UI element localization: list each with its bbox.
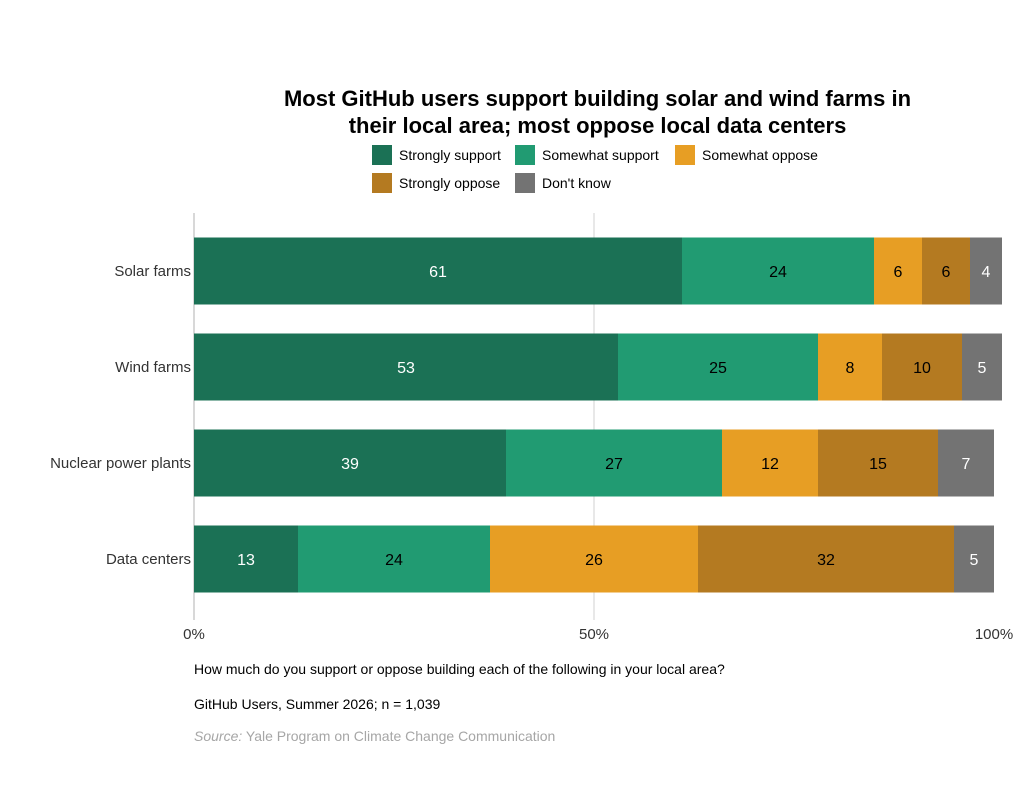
data-label-wind-farms-strongly-support: 53 xyxy=(397,360,415,377)
data-label-data-centers-somewhat-support: 24 xyxy=(385,552,403,569)
data-label-solar-farms-strongly-oppose: 6 xyxy=(942,264,951,281)
data-label-data-centers-don-t-know: 5 xyxy=(970,552,979,569)
bar-wind-farms-somewhat-support xyxy=(618,333,818,401)
data-label-wind-farms-somewhat-support: 25 xyxy=(709,360,727,377)
chart-title-line-2: their local area; most oppose local data… xyxy=(348,113,847,138)
bar-nuclear-power-plants-strongly-oppose xyxy=(818,429,938,497)
bar-data-centers-strongly-oppose xyxy=(698,525,954,593)
sample-note: GitHub Users, Summer 2026; n = 1,039 xyxy=(194,696,441,712)
bar-nuclear-power-plants-somewhat-oppose xyxy=(722,429,818,497)
y-tick-label-data-centers: Data centers xyxy=(106,551,191,568)
source-text: Yale Program on Climate Change Communica… xyxy=(245,728,556,744)
bar-nuclear-power-plants-don-t-know xyxy=(938,429,994,497)
bar-data-centers-somewhat-support xyxy=(298,525,490,593)
bar-wind-farms-don-t-know xyxy=(962,333,1002,401)
survey-question-note: How much do you support or oppose buildi… xyxy=(194,661,725,677)
bar-solar-farms-somewhat-support xyxy=(682,237,874,305)
data-label-nuclear-power-plants-strongly-oppose: 15 xyxy=(869,456,887,473)
y-tick-label-nuclear-power-plants: Nuclear power plants xyxy=(50,455,191,472)
source-label: Source: xyxy=(194,728,243,744)
bar-data-centers-strongly-support xyxy=(194,525,298,593)
bar-solar-farms-don-t-know xyxy=(970,237,1002,305)
data-label-solar-farms-somewhat-support: 24 xyxy=(769,264,787,281)
data-label-nuclear-power-plants-somewhat-support: 27 xyxy=(605,456,623,473)
data-label-solar-farms-don-t-know: 4 xyxy=(982,264,991,281)
source-note: Source: Yale Program on Climate Change C… xyxy=(194,728,555,744)
bar-data-centers-somewhat-oppose xyxy=(490,525,698,593)
bar-wind-farms-strongly-support xyxy=(194,333,618,401)
x-tick-label-0: 0% xyxy=(183,626,205,643)
data-label-data-centers-strongly-oppose: 32 xyxy=(817,552,835,569)
data-label-solar-farms-somewhat-oppose: 6 xyxy=(894,264,903,281)
chart-title-line-1: Most GitHub users support building solar… xyxy=(283,86,912,111)
chart-title: Most GitHub users support building solar… xyxy=(170,85,1024,139)
data-label-nuclear-power-plants-strongly-support: 39 xyxy=(341,456,359,473)
bar-data-centers-don-t-know xyxy=(954,525,994,593)
y-tick-label-wind-farms: Wind farms xyxy=(115,359,191,376)
data-label-data-centers-somewhat-oppose: 26 xyxy=(585,552,603,569)
bar-solar-farms-strongly-support xyxy=(194,237,682,305)
bar-nuclear-power-plants-strongly-support xyxy=(194,429,506,497)
bar-solar-farms-strongly-oppose xyxy=(922,237,970,305)
data-label-wind-farms-strongly-oppose: 10 xyxy=(913,360,931,377)
x-tick-label-50: 50% xyxy=(579,626,609,643)
data-label-nuclear-power-plants-somewhat-oppose: 12 xyxy=(761,456,779,473)
data-label-nuclear-power-plants-don-t-know: 7 xyxy=(962,456,971,473)
bar-solar-farms-somewhat-oppose xyxy=(874,237,922,305)
bar-wind-farms-somewhat-oppose xyxy=(818,333,882,401)
bar-nuclear-power-plants-somewhat-support xyxy=(506,429,722,497)
data-label-wind-farms-somewhat-oppose: 8 xyxy=(846,360,855,377)
data-label-wind-farms-don-t-know: 5 xyxy=(978,360,987,377)
data-label-data-centers-strongly-support: 13 xyxy=(237,552,255,569)
bar-wind-farms-strongly-oppose xyxy=(882,333,962,401)
x-tick-label-100: 100% xyxy=(975,626,1013,643)
y-tick-label-solar-farms: Solar farms xyxy=(114,263,191,280)
data-label-solar-farms-strongly-support: 61 xyxy=(429,264,447,281)
